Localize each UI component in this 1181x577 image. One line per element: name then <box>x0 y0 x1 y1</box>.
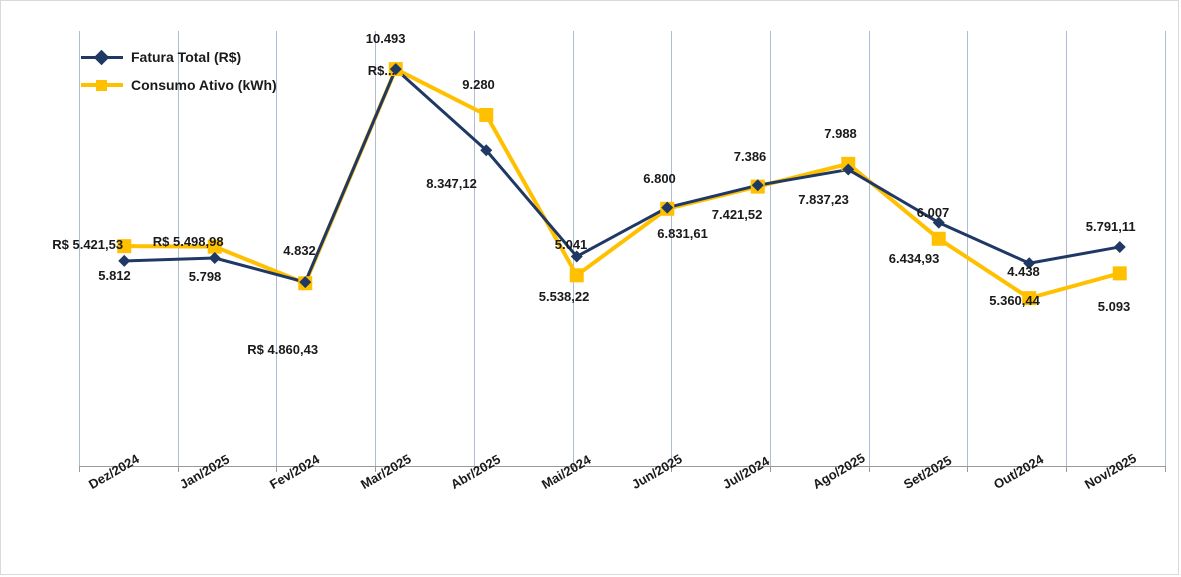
data-label-fatura-1: R$ 5.498,98 <box>152 233 224 249</box>
data-label-fatura-2: R$ 4.860,43 <box>247 342 319 358</box>
x-axis-line <box>79 466 1165 467</box>
data-point-fatura-total <box>570 250 583 263</box>
data-label-consumo-3: 10.493 <box>365 31 406 47</box>
data-label-fatura-11: 5.791,11 <box>1085 218 1136 234</box>
data-label-consumo-9: 6.007 <box>916 204 950 220</box>
gridline-vertical <box>1066 31 1067 466</box>
gridline-vertical <box>79 31 80 466</box>
data-label-consumo-10: 4.438 <box>1007 264 1040 280</box>
data-point-consumo-ativo <box>1112 266 1127 281</box>
x-axis-tick <box>671 466 672 472</box>
x-axis-tick <box>770 466 771 472</box>
data-point-fatura-total <box>842 163 855 176</box>
data-label-consumo-8: 7.988 <box>824 125 857 141</box>
gridline-vertical <box>375 31 376 466</box>
gridline-vertical <box>276 31 277 466</box>
data-label-fatura-4: 8.347,12 <box>426 176 477 192</box>
data-label-consumo-6: 6.800 <box>643 170 676 186</box>
data-label-fatura-3: R$... <box>367 63 396 79</box>
line-fatura-total <box>122 67 1122 284</box>
x-axis-tick <box>375 466 376 472</box>
x-axis-tick <box>474 466 475 472</box>
data-point-consumo-ativo <box>207 239 222 254</box>
data-label-consumo-4: 9.280 <box>462 76 495 92</box>
data-label-fatura-6: 6.831,61 <box>657 225 708 241</box>
data-label-consumo-7: 7.386 <box>733 148 767 164</box>
data-point-consumo-ativo <box>1022 291 1037 306</box>
gridline-vertical <box>178 31 179 466</box>
data-point-fatura-total <box>299 276 312 289</box>
data-point-consumo-ativo <box>931 231 946 246</box>
data-point-fatura-total <box>661 201 674 214</box>
x-axis-tick <box>869 466 870 472</box>
data-label-consumo-0: 5.812 <box>98 268 131 284</box>
data-label-fatura-9: 6.434,93 <box>888 250 940 266</box>
x-axis-tick <box>79 466 80 472</box>
legend-label-consumo-ativo: Consumo Ativo (kWh) <box>131 77 277 93</box>
data-point-consumo-ativo <box>117 239 132 254</box>
gridline-vertical <box>474 31 475 466</box>
data-point-fatura-total <box>751 179 764 192</box>
data-point-consumo-ativo <box>569 268 584 283</box>
data-label-consumo-11: 5.093 <box>1097 299 1131 315</box>
plot-area <box>79 31 1166 466</box>
x-axis-tick <box>573 466 574 472</box>
data-point-fatura-total <box>932 216 945 229</box>
legend-item-consumo-ativo[interactable]: Consumo Ativo (kWh) <box>81 77 277 93</box>
gridline-vertical <box>573 31 574 466</box>
data-label-fatura-7: 7.421,52 <box>711 207 763 223</box>
x-axis-tick <box>1066 466 1067 472</box>
gridline-vertical <box>671 31 672 466</box>
data-label-consumo-1: 5.798 <box>188 268 222 284</box>
data-label-fatura-5: 5.538,22 <box>538 288 590 304</box>
gridline-vertical <box>770 31 771 466</box>
gridline-vertical <box>869 31 870 466</box>
x-axis-tick <box>276 466 277 472</box>
series-lines <box>117 62 1127 306</box>
legend-marker-square-icon <box>81 78 123 92</box>
data-label-consumo-5: 5.041 <box>554 237 588 253</box>
data-point-fatura-total <box>1023 257 1036 270</box>
data-label-fatura-10: 5.360,44 <box>989 293 1040 309</box>
data-label-fatura-0: R$ 5.421,53 <box>52 236 124 252</box>
data-point-fatura-total <box>208 251 221 264</box>
data-point-fatura-total <box>118 254 131 267</box>
gridline-vertical <box>967 31 968 466</box>
gridline-vertical <box>1165 31 1166 466</box>
line-consumo-ativo <box>122 67 1122 301</box>
legend-marker-diamond-icon <box>81 49 123 66</box>
x-axis-tick <box>967 466 968 472</box>
data-label-consumo-2: 4.832 <box>283 243 316 259</box>
chart-legend: Fatura Total (R$) Consumo Ativo (kWh) <box>81 49 277 93</box>
x-axis-tick <box>178 466 179 472</box>
data-point-fatura-total <box>480 144 493 157</box>
legend-label-fatura-total: Fatura Total (R$) <box>131 49 242 65</box>
markers-fatura-total <box>118 63 1126 289</box>
data-label-fatura-8: 7.837,23 <box>798 191 849 207</box>
legend-item-fatura-total[interactable]: Fatura Total (R$) <box>81 49 277 66</box>
x-axis-tick <box>1165 466 1166 472</box>
data-point-consumo-ativo <box>479 107 494 122</box>
data-point-fatura-total <box>1113 240 1126 253</box>
